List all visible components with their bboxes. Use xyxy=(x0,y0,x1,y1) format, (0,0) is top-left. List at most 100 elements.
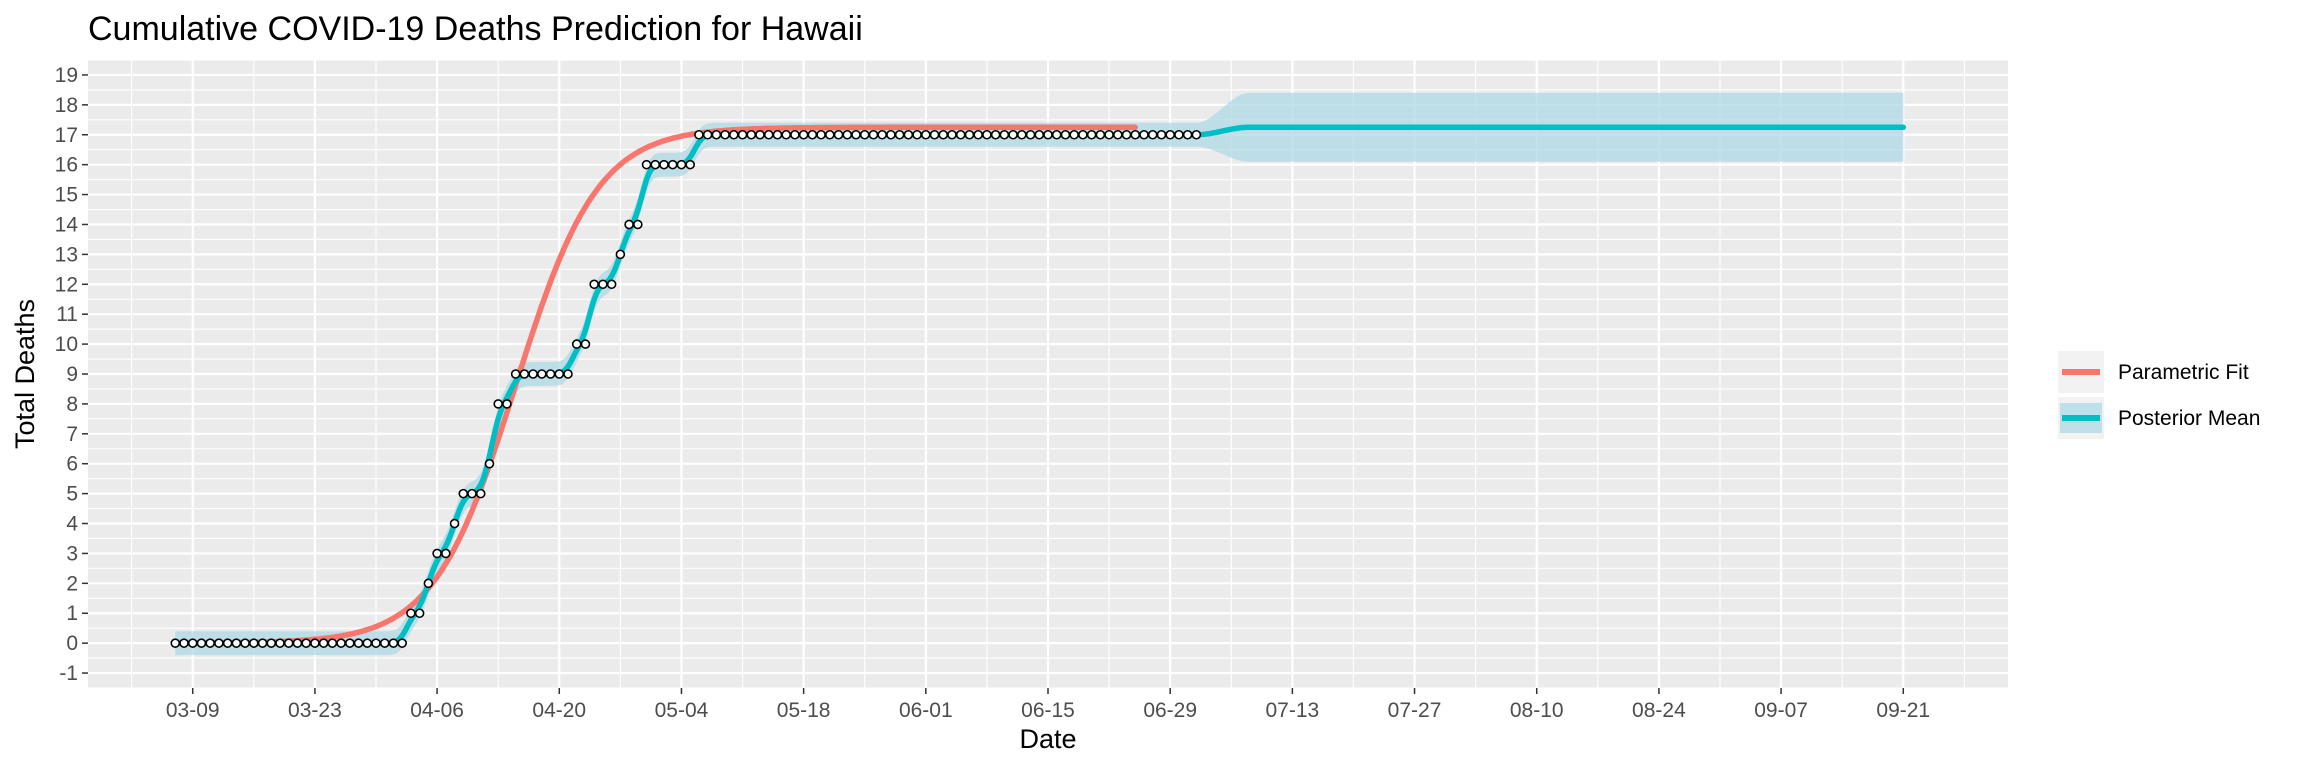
observed-point xyxy=(763,129,774,140)
observed-point xyxy=(615,249,626,260)
observed-point xyxy=(842,129,853,140)
observed-point xyxy=(423,578,434,589)
observed-point xyxy=(973,129,983,140)
legend: Parametric Fit Posterior Mean xyxy=(2058,351,2260,439)
observed-point xyxy=(624,219,634,230)
x-tick-label: 08-10 xyxy=(1510,699,1564,722)
x-tick-label: 03-09 xyxy=(166,699,220,722)
observed-point xyxy=(711,129,722,140)
observed-point xyxy=(1025,129,1036,140)
observed-point xyxy=(266,638,277,648)
observed-point xyxy=(214,638,224,648)
observed-point xyxy=(1147,129,1158,140)
observed-point xyxy=(379,638,390,648)
y-tick-label: 19 xyxy=(55,64,78,87)
observed-point xyxy=(633,219,643,230)
observed-point xyxy=(685,159,695,170)
observed-point xyxy=(938,129,949,140)
y-tick-label: 4 xyxy=(66,513,78,536)
x-tick-label: 04-20 xyxy=(532,699,586,722)
observed-point xyxy=(406,608,416,619)
observed-point xyxy=(606,279,617,290)
observed-point xyxy=(1130,129,1141,140)
y-tick-label: 10 xyxy=(55,333,78,356)
observed-point xyxy=(231,638,242,648)
observed-point xyxy=(301,638,311,648)
observed-point xyxy=(886,129,896,140)
observed-point xyxy=(502,399,512,409)
observed-point xyxy=(964,129,975,140)
y-tick-label: 0 xyxy=(66,632,78,655)
observed-point xyxy=(1060,129,1071,140)
observed-point xyxy=(1051,129,1062,140)
observed-point xyxy=(1113,129,1123,140)
observed-point xyxy=(187,638,198,648)
x-tick-label: 05-18 xyxy=(777,699,831,722)
observed-point xyxy=(449,518,460,529)
grid-major xyxy=(88,60,2008,688)
y-tick-label: 5 xyxy=(66,483,78,506)
observed-point xyxy=(921,129,931,140)
observed-point xyxy=(798,129,809,140)
y-tick-label: 16 xyxy=(55,154,78,177)
observed-point xyxy=(982,129,992,140)
observed-point xyxy=(1043,129,1053,140)
observed-point xyxy=(912,129,922,140)
y-tick-label: 15 xyxy=(55,184,78,207)
observed-point xyxy=(781,129,791,140)
observed-point xyxy=(955,129,966,140)
observed-point xyxy=(179,638,189,648)
observed-point xyxy=(598,279,608,290)
x-axis: 03-09 03-23 04-06 04-20 05-04 05-18 06-01 06-15… xyxy=(166,688,1930,722)
observed-point xyxy=(990,129,1001,140)
observed-point xyxy=(1095,129,1106,140)
y-tick-label: 8 xyxy=(66,393,78,416)
y-axis-title: Total Deaths xyxy=(10,299,40,449)
observed-point xyxy=(929,129,940,140)
x-tick-label: 06-01 xyxy=(899,699,953,722)
observed-point xyxy=(432,548,442,559)
observed-point xyxy=(1121,129,1132,140)
observed-point xyxy=(851,129,861,140)
observed-point xyxy=(196,638,207,648)
y-tick-label: 12 xyxy=(55,273,78,296)
observed-point xyxy=(571,339,582,349)
observed-point xyxy=(493,399,503,409)
observed-point xyxy=(1156,129,1167,140)
observed-point xyxy=(790,129,800,140)
observed-point xyxy=(1086,129,1097,140)
observed-point xyxy=(729,129,739,140)
observed-point xyxy=(825,129,835,140)
observed-point xyxy=(1191,129,1202,140)
observed-point xyxy=(292,638,303,648)
observed-point xyxy=(519,369,530,379)
observed-point xyxy=(554,369,565,379)
observed-point xyxy=(475,488,486,499)
legend-label: Posterior Mean xyxy=(2118,407,2260,430)
observed-point xyxy=(528,369,538,379)
observed-point xyxy=(1078,129,1088,140)
x-tick-label: 07-13 xyxy=(1266,699,1320,722)
observed-point xyxy=(659,159,669,170)
observed-point xyxy=(371,638,381,648)
x-tick-label: 05-04 xyxy=(655,699,709,722)
observed-point xyxy=(283,638,294,648)
x-tick-label: 06-29 xyxy=(1143,699,1197,722)
observed-point xyxy=(563,369,573,379)
observed-point xyxy=(999,129,1010,140)
observed-point xyxy=(859,129,870,140)
observed-point xyxy=(903,129,914,140)
observed-point xyxy=(1069,129,1079,140)
observed-point xyxy=(545,369,556,379)
y-tick-label: 13 xyxy=(55,243,78,266)
x-tick-label: 03-23 xyxy=(288,699,342,722)
x-tick-label: 09-07 xyxy=(1754,699,1808,722)
observed-point xyxy=(484,458,495,469)
observed-point xyxy=(667,159,678,170)
observed-point xyxy=(746,129,757,140)
x-tick-label: 08-24 xyxy=(1632,699,1686,722)
observed-point xyxy=(737,129,748,140)
y-tick-label: 18 xyxy=(55,94,78,117)
